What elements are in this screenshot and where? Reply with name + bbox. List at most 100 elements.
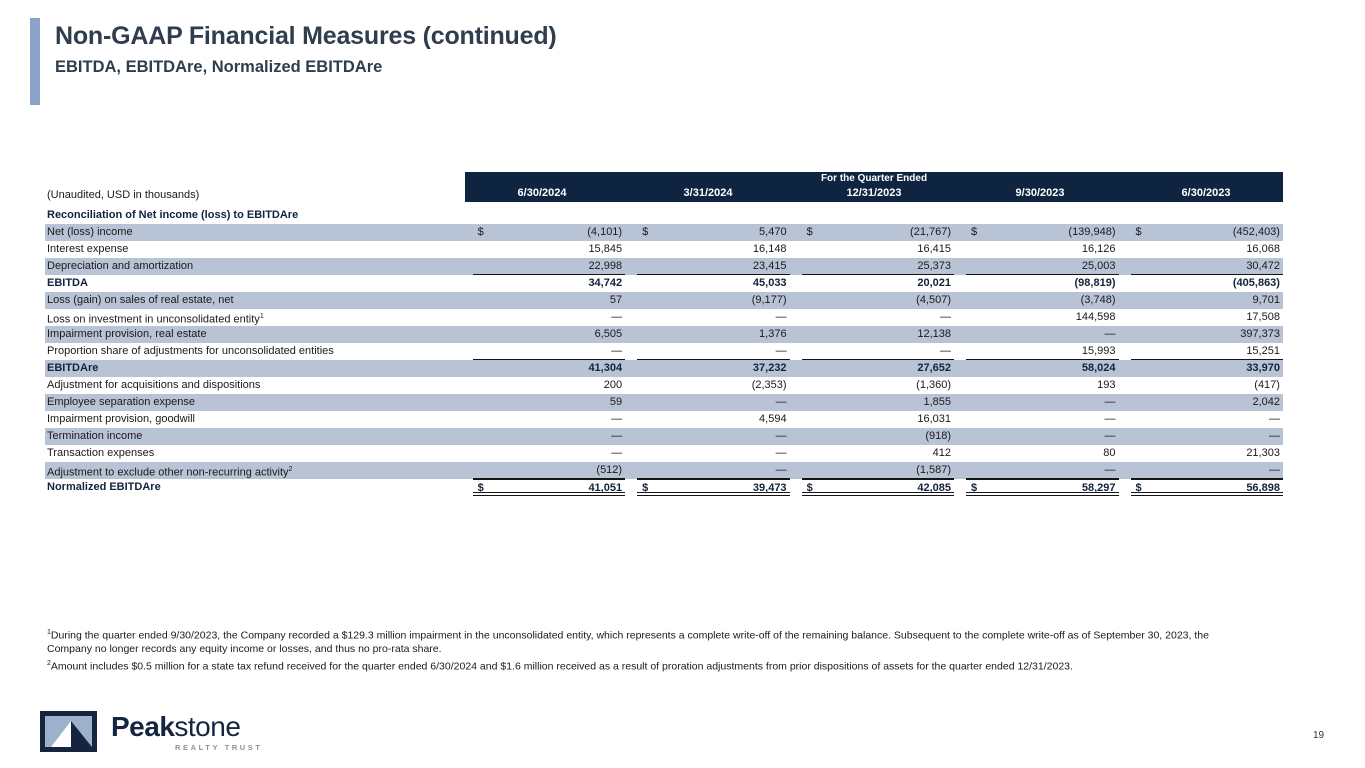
- row-label: Termination income: [47, 430, 143, 442]
- value-cell: 21,303: [1131, 445, 1283, 462]
- value-cell: 33,970: [1131, 360, 1283, 377]
- cell-value: 15,845: [588, 243, 623, 255]
- table-row: Termination income — — (918) — —: [45, 428, 1283, 445]
- row-label: Transaction expenses: [47, 447, 155, 459]
- value-cell: $58,297: [966, 479, 1119, 496]
- table-row: EBITDA 34,742 45,033 20,021 (98,819) (405,863…: [45, 275, 1283, 292]
- quarter-dates-row: 6/30/2024 3/31/2024 12/31/2023 9/30/2023 6/3…: [465, 186, 1283, 200]
- company-logo: Peakstone REALTY TRUST: [40, 711, 263, 752]
- value-cell: 144,598: [966, 309, 1118, 326]
- table-row: Net (loss) income $ (4,101) $5,470 $ (21,767)…: [45, 224, 1283, 241]
- peakstone-mountain-icon: [40, 711, 97, 752]
- cell-value: 59: [609, 396, 623, 408]
- cell-value: 17,508: [1246, 311, 1280, 323]
- brand-name-bold: Peak: [111, 711, 175, 742]
- value-cell: 80: [966, 445, 1118, 462]
- value-cell: (4,507): [802, 292, 954, 309]
- quarter-date: 3/31/2024: [683, 187, 733, 199]
- value-cell: 59: [473, 394, 625, 411]
- cell-value: —: [1104, 413, 1116, 425]
- row-label: Normalized EBITDAre: [47, 481, 161, 493]
- unaudited-label: (Unaudited, USD in thousands): [47, 189, 200, 201]
- value-cell: (918): [802, 428, 954, 445]
- value-cell: 412: [802, 445, 954, 462]
- value-cell: (2,353): [637, 377, 789, 394]
- value-cell: (9,177): [637, 292, 789, 309]
- cell-value: 1,855: [923, 396, 952, 408]
- cell-value: 4,594: [759, 413, 787, 425]
- cell-value: —: [1104, 430, 1116, 442]
- cell-value: —: [775, 447, 787, 459]
- cell-value: (405,863): [1232, 277, 1280, 289]
- value-cell: $ (139,948): [966, 224, 1118, 241]
- table-body: Net (loss) income $ (4,101) $5,470 $ (21,767)…: [45, 224, 1283, 496]
- table-row: Adjustment to exclude other non-recurrin…: [45, 462, 1283, 479]
- value-cell: 200: [473, 377, 625, 394]
- cell-value: 1,376: [759, 328, 787, 340]
- row-label: Proportion share of adjustments for unco…: [47, 345, 334, 357]
- footnote-number: 2: [47, 659, 51, 667]
- cell-value: —: [775, 396, 787, 408]
- value-cell: —: [966, 428, 1118, 445]
- table-row: Proportion share of adjustments for unco…: [45, 343, 1283, 360]
- table-row: Depreciation and amortization 22,998 23,41…: [45, 258, 1283, 275]
- table-header: (Unaudited, USD in thousands) For the Qu…: [45, 172, 1283, 202]
- cell-value: 16,126: [1081, 243, 1116, 255]
- value-cell: $56,898: [1130, 479, 1283, 496]
- currency-symbol: $: [971, 226, 978, 238]
- value-cell: 15,251: [1130, 343, 1283, 360]
- value-cell: 1,855: [802, 394, 954, 411]
- cell-value: 16,415: [917, 243, 952, 255]
- row-label: Depreciation and amortization: [47, 260, 194, 272]
- cell-value: —: [775, 464, 787, 476]
- value-cell: (1,360): [802, 377, 954, 394]
- row-label: Impairment provision, real estate: [47, 328, 207, 340]
- footnote: 1During the quarter ended 9/30/2023, the…: [47, 629, 1209, 655]
- value-cell: (3,748): [966, 292, 1118, 309]
- value-cell: —: [966, 394, 1118, 411]
- value-cell: —: [637, 394, 789, 411]
- value-cell: 15,993: [966, 343, 1119, 360]
- value-cell: —: [1131, 411, 1283, 428]
- table-row: Impairment provision, real estate 6,505 1,…: [45, 326, 1283, 343]
- row-label: EBITDAre: [47, 362, 99, 374]
- row-label: Impairment provision, goodwill: [47, 413, 195, 425]
- cell-value: —: [940, 311, 952, 323]
- cell-value: 39,473: [752, 482, 787, 494]
- cell-value: —: [1104, 464, 1116, 476]
- value-cell: —: [1130, 462, 1283, 479]
- value-cell: (512): [472, 462, 626, 479]
- value-cell: $ (452,403): [1131, 224, 1283, 241]
- cell-value: 15,993: [1081, 345, 1116, 357]
- value-cell: —: [637, 343, 790, 360]
- value-cell: (405,863): [1131, 275, 1283, 292]
- row-label: Net (loss) income: [47, 226, 133, 238]
- value-cell: 25,003: [966, 258, 1119, 275]
- row-label: Employee separation expense: [47, 396, 195, 408]
- value-cell: 16,415: [802, 241, 954, 258]
- cell-value: —: [1104, 396, 1116, 408]
- brand-name-regular: stone: [174, 711, 241, 742]
- value-cell: 41,304: [473, 360, 625, 377]
- cell-value: 45,033: [752, 277, 787, 289]
- currency-symbol: $: [1135, 482, 1142, 494]
- value-cell: —: [966, 411, 1118, 428]
- quarter-date: 6/30/2023: [1181, 187, 1231, 199]
- value-cell: 30,472: [1130, 258, 1283, 275]
- value-cell: 27,652: [802, 360, 954, 377]
- brand-name: Peakstone: [111, 713, 263, 741]
- value-cell: $ (4,101): [473, 224, 625, 241]
- value-cell: —: [637, 462, 790, 479]
- quarter-date: 9/30/2023: [1015, 187, 1065, 199]
- cell-value: (139,948): [1068, 226, 1116, 238]
- value-cell: 397,373: [1131, 326, 1283, 343]
- cell-value: 16,031: [917, 413, 952, 425]
- cell-value: 200: [603, 379, 623, 391]
- cell-value: (452,403): [1232, 226, 1280, 238]
- value-cell: 45,033: [637, 275, 789, 292]
- cell-value: 23,415: [752, 260, 787, 272]
- value-cell: —: [473, 411, 625, 428]
- quarter-header-band: For the Quarter Ended 6/30/2024 3/31/2024…: [465, 172, 1283, 202]
- value-cell: 16,068: [1131, 241, 1283, 258]
